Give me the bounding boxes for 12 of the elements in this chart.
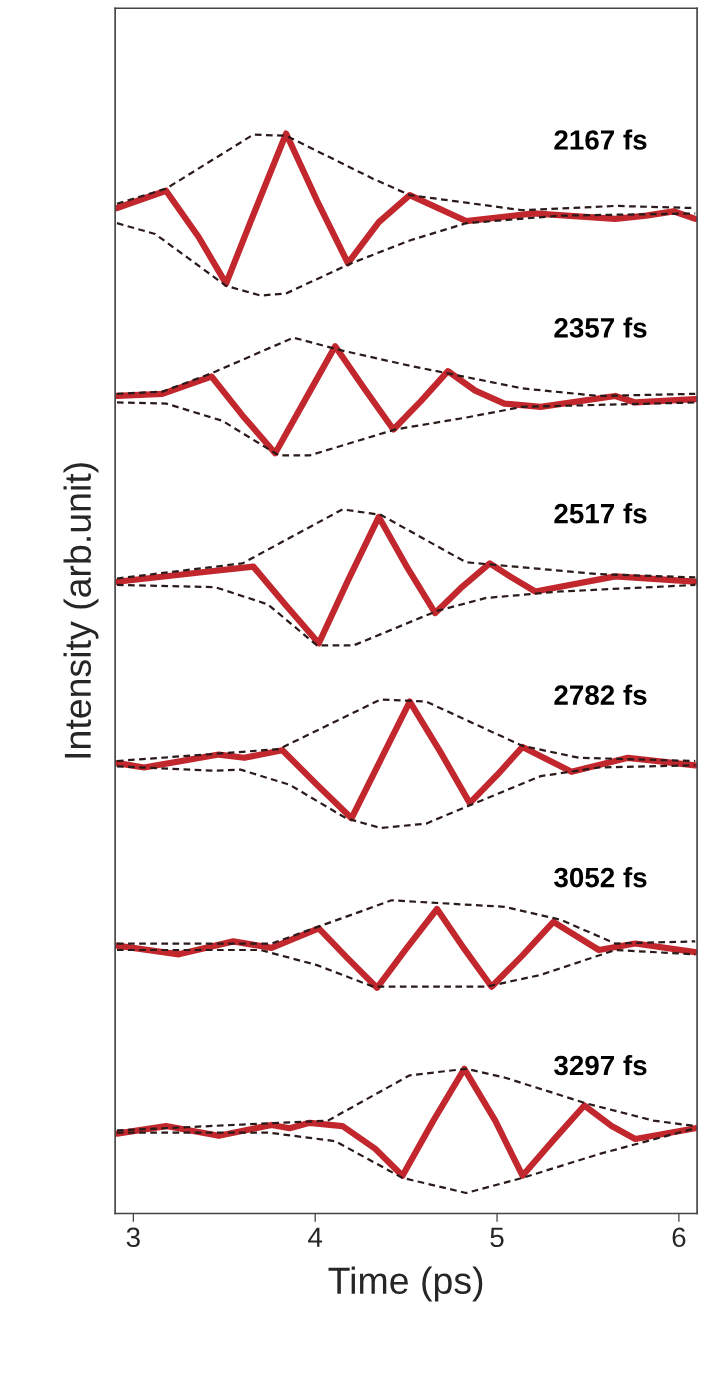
series-label: 2517 fs [554, 503, 647, 524]
x-tick-label: 3 [126, 1227, 140, 1248]
x-tick-label: 6 [672, 1227, 686, 1248]
series-label: 3297 fs [554, 1054, 647, 1076]
y-axis-title: Intensity (arb.unit) [63, 463, 99, 758]
text: 2357 fs [554, 317, 647, 338]
x-tick-label: 5 [490, 1227, 504, 1248]
x-axis-title: Time (ps) [328, 1266, 483, 1302]
series-label: 2782 fs [554, 684, 647, 705]
text: 2167 fs [554, 129, 647, 150]
series-label: 3052 fs [554, 867, 647, 888]
x-tick-label: 4 [308, 1227, 323, 1247]
